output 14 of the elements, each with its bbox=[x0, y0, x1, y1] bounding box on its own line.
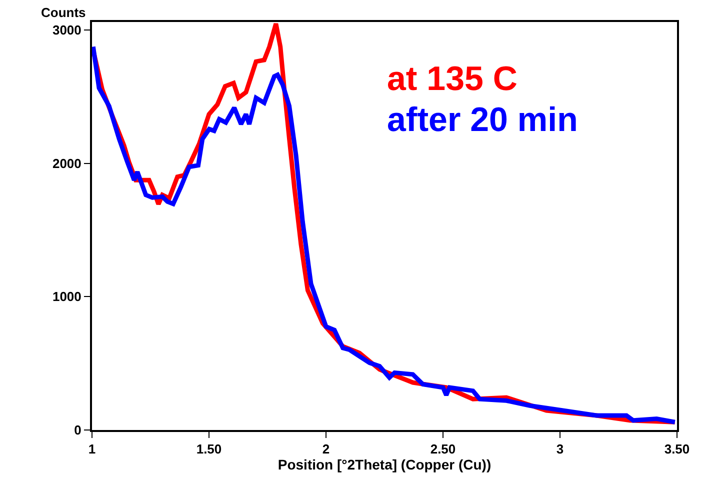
y-tick-label: 2000 bbox=[52, 156, 82, 171]
text: after 20 min bbox=[387, 101, 578, 139]
x-tick-label: 3 bbox=[556, 442, 564, 457]
y-tick-label: 0 bbox=[74, 422, 82, 438]
x-tick-label: 3.50 bbox=[664, 442, 690, 457]
x-tick-label: 1.50 bbox=[196, 442, 222, 457]
y-tick-label: 1000 bbox=[52, 289, 82, 304]
text: at 135 C bbox=[387, 60, 518, 98]
x-axis-title: Position [°2Theta] (Copper (Cu)) bbox=[278, 456, 492, 473]
x-tick-label: 2 bbox=[322, 442, 330, 457]
x-tick-label: 2.50 bbox=[430, 442, 456, 457]
y-axis-title: Counts bbox=[41, 5, 86, 20]
x-tick-label: 1 bbox=[88, 442, 96, 457]
y-tick-label: 3000 bbox=[52, 22, 82, 38]
